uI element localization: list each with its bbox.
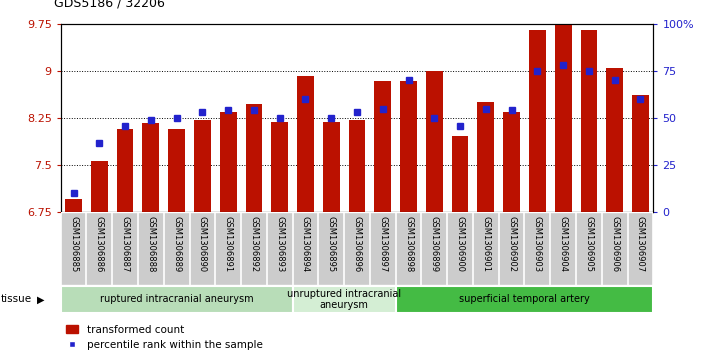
Bar: [194, 120, 211, 212]
Bar: [426, 71, 443, 212]
Text: GSM1306897: GSM1306897: [378, 216, 387, 272]
Text: GSM1306900: GSM1306900: [456, 216, 465, 272]
Text: GSM1306885: GSM1306885: [69, 216, 78, 272]
Bar: [396, 286, 653, 313]
Bar: [293, 286, 396, 313]
Text: GSM1306893: GSM1306893: [275, 216, 284, 272]
Text: GSM1306905: GSM1306905: [584, 216, 593, 272]
Bar: [400, 81, 417, 212]
Text: GSM1306889: GSM1306889: [172, 216, 181, 272]
Text: GSM1306901: GSM1306901: [481, 216, 491, 272]
Text: ruptured intracranial aneurysm: ruptured intracranial aneurysm: [100, 294, 253, 305]
Text: GDS5186 / 32206: GDS5186 / 32206: [54, 0, 164, 9]
Text: GSM1306906: GSM1306906: [610, 216, 619, 272]
Text: GSM1306904: GSM1306904: [558, 216, 568, 272]
Bar: [271, 122, 288, 212]
Bar: [61, 286, 293, 313]
Text: unruptured intracranial
aneurysm: unruptured intracranial aneurysm: [287, 289, 401, 310]
Text: superficial temporal artery: superficial temporal artery: [459, 294, 590, 305]
Text: GSM1306887: GSM1306887: [121, 216, 130, 272]
Bar: [529, 30, 545, 212]
Bar: [555, 25, 571, 212]
Text: GSM1306907: GSM1306907: [636, 216, 645, 272]
Text: GSM1306892: GSM1306892: [249, 216, 258, 272]
Text: GSM1306902: GSM1306902: [507, 216, 516, 272]
Bar: [143, 123, 159, 212]
Bar: [452, 136, 468, 212]
Bar: [169, 129, 185, 212]
Text: GSM1306891: GSM1306891: [223, 216, 233, 272]
Text: GSM1306898: GSM1306898: [404, 216, 413, 272]
Bar: [632, 95, 649, 212]
Bar: [580, 30, 598, 212]
Bar: [374, 81, 391, 212]
Bar: [478, 102, 494, 212]
Text: GSM1306894: GSM1306894: [301, 216, 310, 272]
Bar: [503, 112, 520, 212]
Bar: [606, 68, 623, 212]
Bar: [220, 112, 236, 212]
Text: GSM1306895: GSM1306895: [327, 216, 336, 272]
Text: tissue: tissue: [1, 294, 32, 305]
Text: GSM1306896: GSM1306896: [353, 216, 361, 272]
Legend: transformed count, percentile rank within the sample: transformed count, percentile rank withi…: [66, 325, 263, 350]
Text: GSM1306899: GSM1306899: [430, 216, 439, 272]
Bar: [65, 199, 82, 212]
Text: ▶: ▶: [37, 294, 45, 305]
Bar: [323, 122, 340, 212]
Text: GSM1306886: GSM1306886: [95, 216, 104, 272]
Text: GSM1306903: GSM1306903: [533, 216, 542, 272]
Bar: [116, 129, 134, 212]
Text: GSM1306888: GSM1306888: [146, 216, 156, 272]
Bar: [348, 120, 366, 212]
Text: GSM1306890: GSM1306890: [198, 216, 207, 272]
Bar: [91, 162, 108, 212]
Bar: [297, 76, 314, 212]
Bar: [246, 103, 262, 212]
